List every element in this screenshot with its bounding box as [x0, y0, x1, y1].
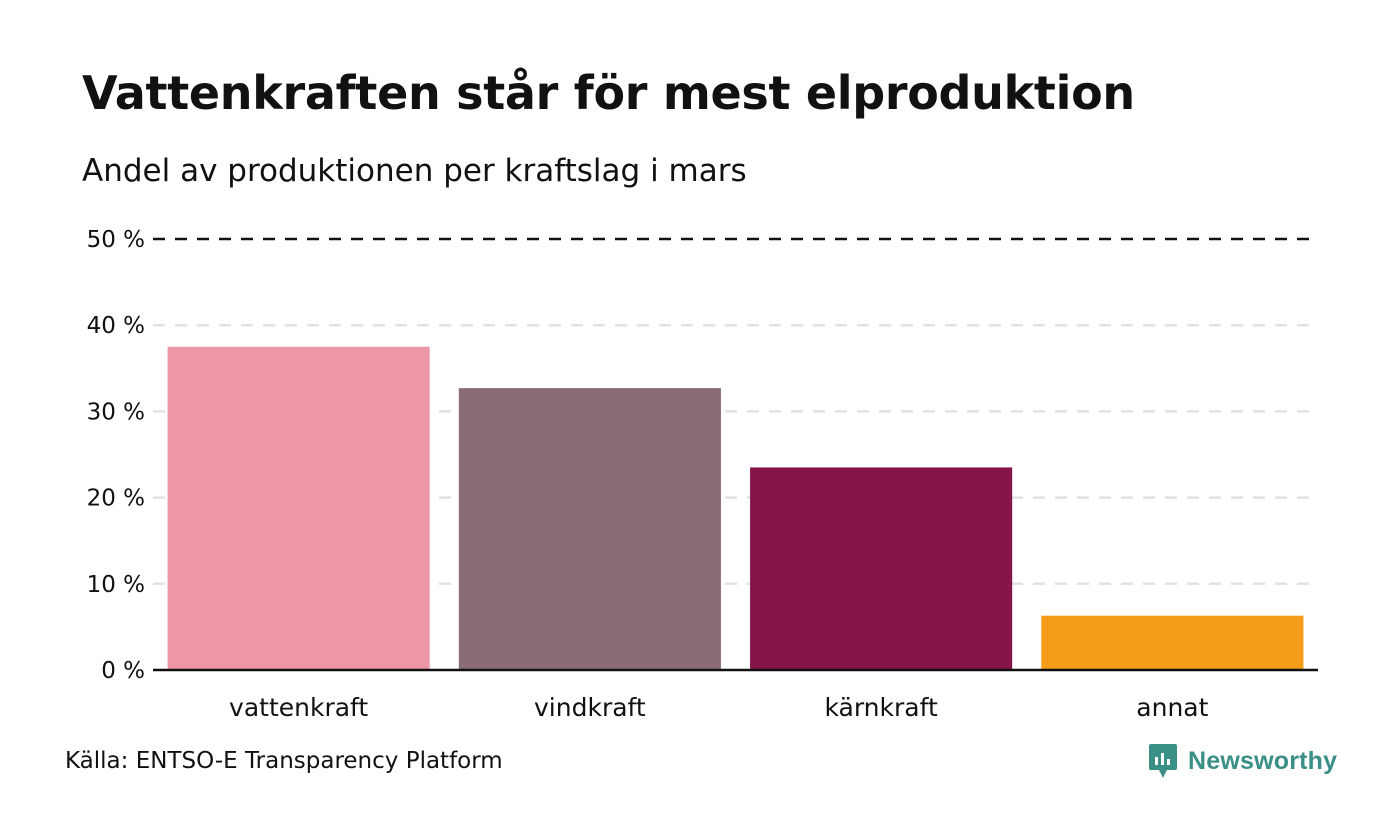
y-tick-label: 10 %	[87, 572, 145, 598]
y-tick-label: 40 %	[87, 313, 145, 339]
bars	[167, 346, 1304, 670]
grid-lines	[153, 237, 1318, 586]
y-tick-label: 0 %	[101, 658, 145, 684]
x-tick-label: annat	[1136, 693, 1208, 722]
chart-subtitle: Andel av produktionen per kraftslag i ma…	[82, 153, 747, 189]
brand-logo: Newsworthy	[1148, 742, 1337, 780]
bar-vattenkraft	[167, 346, 430, 670]
y-tick-label: 20 %	[87, 486, 145, 512]
y-tick-label: 50 %	[87, 227, 145, 253]
bar-annat	[1041, 615, 1304, 670]
brand-name: Newsworthy	[1188, 746, 1338, 775]
x-tick-label: kärnkraft	[824, 693, 937, 722]
bar-kärnkraft	[750, 467, 1013, 670]
bar-vindkraft	[458, 388, 721, 670]
chart-title: Vattenkraften står för mest elproduktion	[82, 66, 1135, 120]
x-axis-labels: vattenkraft vindkraft kärnkraft annat	[229, 693, 1209, 722]
y-axis-ticks: 0 % 10 % 20 % 30 % 40 % 50 %	[87, 227, 145, 684]
y-tick-label: 30 %	[87, 399, 145, 425]
source-note: Källa: ENTSO-E Transparency Platform	[65, 748, 503, 774]
newsworthy-logo-icon	[1149, 744, 1177, 778]
x-tick-label: vindkraft	[534, 693, 646, 722]
x-tick-label: vattenkraft	[229, 693, 368, 722]
